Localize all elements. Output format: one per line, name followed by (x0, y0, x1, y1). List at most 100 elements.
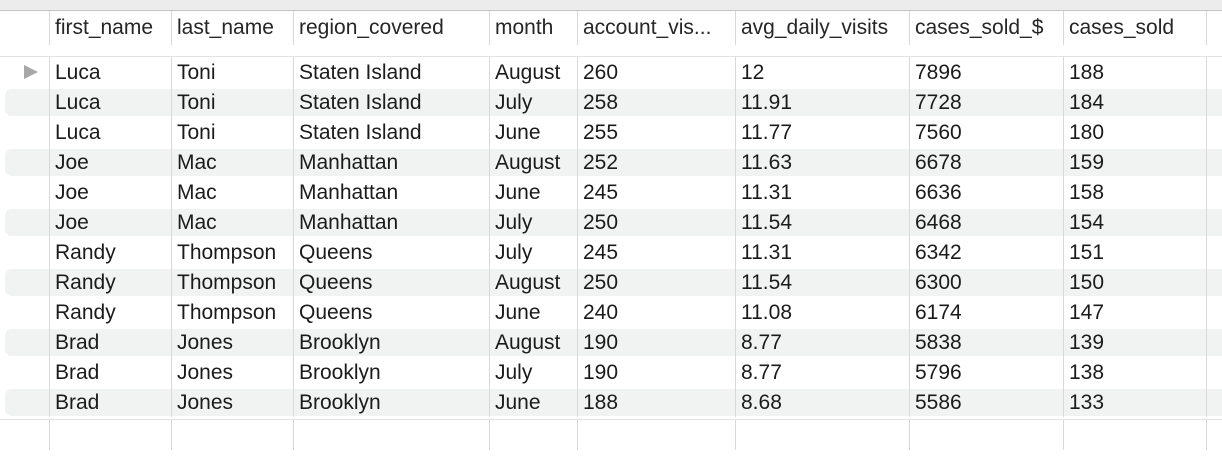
cell-cases-sold-dollars[interactable]: 6300 (909, 267, 1063, 297)
cell-region-covered[interactable]: Brooklyn (293, 357, 489, 387)
cell-month[interactable]: June (489, 117, 577, 147)
cell-cases-sold[interactable]: 184 (1063, 87, 1206, 117)
column-header-avg-daily-visits[interactable]: avg_daily_visits (735, 11, 909, 45)
cell-month[interactable]: July (489, 237, 577, 267)
cell-account-visits[interactable]: 240 (577, 297, 735, 327)
cell-first-name[interactable]: Randy (49, 297, 171, 327)
cell-cases-sold-dollars[interactable]: 7896 (909, 57, 1063, 87)
cell-month[interactable]: July (489, 207, 577, 237)
column-header-cases-sold-dollars[interactable]: cases_sold_$ (909, 11, 1063, 45)
column-header-account-visits[interactable]: account_vis... (577, 11, 735, 45)
cell-first-name[interactable]: Luca (49, 117, 171, 147)
table-row[interactable]: Randy Thompson Queens June 240 11.08 6174 147 (0, 297, 1222, 327)
cell-last-name[interactable]: Thompson (171, 237, 293, 267)
cell-cases-sold[interactable]: 133 (1063, 387, 1206, 417)
cell-cases-sold-dollars[interactable]: 6636 (909, 177, 1063, 207)
cell-region-covered[interactable]: Manhattan (293, 147, 489, 177)
cell-avg-daily-visits[interactable]: 11.91 (735, 87, 909, 117)
cell-first-name[interactable]: Randy (49, 237, 171, 267)
cell-last-name[interactable]: Thompson (171, 297, 293, 327)
cell-last-name[interactable]: Jones (171, 387, 293, 417)
cell-cases-sold-dollars[interactable]: 5796 (909, 357, 1063, 387)
cell-last-name[interactable]: Mac (171, 177, 293, 207)
cell-cases-sold-dollars[interactable]: 6678 (909, 147, 1063, 177)
cell-region-covered[interactable]: Staten Island (293, 57, 489, 87)
cell-cases-sold[interactable]: 180 (1063, 117, 1206, 147)
cell-cases-sold[interactable]: 150 (1063, 267, 1206, 297)
cell-first-name[interactable]: Brad (49, 327, 171, 357)
cell-first-name[interactable]: Brad (49, 357, 171, 387)
cell-cases-sold[interactable]: 151 (1063, 237, 1206, 267)
cell-region-covered[interactable]: Staten Island (293, 87, 489, 117)
column-header-region-covered[interactable]: region_covered (293, 11, 489, 45)
cell-first-name[interactable]: Luca (49, 57, 171, 87)
cell-month[interactable]: July (489, 357, 577, 387)
cell-account-visits[interactable]: 258 (577, 87, 735, 117)
cell-avg-daily-visits[interactable]: 11.77 (735, 117, 909, 147)
cell-last-name[interactable]: Toni (171, 117, 293, 147)
cell-cases-sold-dollars[interactable]: 5838 (909, 327, 1063, 357)
cell-first-name[interactable]: Joe (49, 177, 171, 207)
cell-region-covered[interactable]: Queens (293, 267, 489, 297)
table-row[interactable]: Joe Mac Manhattan June 245 11.31 6636 158 (0, 177, 1222, 207)
cell-first-name[interactable]: Randy (49, 267, 171, 297)
cell-avg-daily-visits[interactable]: 8.77 (735, 327, 909, 357)
table-row[interactable]: Randy Thompson Queens August 250 11.54 6300 150 (0, 267, 1222, 297)
table-row[interactable]: Joe Mac Manhattan July 250 11.54 6468 154 (0, 207, 1222, 237)
cell-cases-sold-dollars[interactable]: 7728 (909, 87, 1063, 117)
cell-cases-sold[interactable]: 188 (1063, 57, 1206, 87)
cell-cases-sold[interactable]: 158 (1063, 177, 1206, 207)
cell-first-name[interactable]: Luca (49, 87, 171, 117)
cell-account-visits[interactable]: 188 (577, 387, 735, 417)
cell-last-name[interactable]: Thompson (171, 267, 293, 297)
cell-month[interactable]: August (489, 147, 577, 177)
column-header-cases-sold[interactable]: cases_sold (1063, 11, 1206, 45)
cell-account-visits[interactable]: 260 (577, 57, 735, 87)
cell-avg-daily-visits[interactable]: 8.68 (735, 387, 909, 417)
empty-new-row[interactable] (0, 419, 1222, 450)
cell-last-name[interactable]: Jones (171, 357, 293, 387)
cell-last-name[interactable]: Toni (171, 87, 293, 117)
cell-region-covered[interactable]: Manhattan (293, 207, 489, 237)
column-header-first-name[interactable]: first_name (49, 11, 171, 45)
cell-region-covered[interactable]: Brooklyn (293, 387, 489, 417)
cell-region-covered[interactable]: Queens (293, 297, 489, 327)
column-header-last-name[interactable]: last_name (171, 11, 293, 45)
cell-region-covered[interactable]: Staten Island (293, 117, 489, 147)
cell-first-name[interactable]: Joe (49, 147, 171, 177)
cell-account-visits[interactable]: 245 (577, 177, 735, 207)
cell-account-visits[interactable]: 250 (577, 207, 735, 237)
cell-account-visits[interactable]: 255 (577, 117, 735, 147)
cell-cases-sold[interactable]: 138 (1063, 357, 1206, 387)
cell-month[interactable]: August (489, 267, 577, 297)
cell-account-visits[interactable]: 252 (577, 147, 735, 177)
table-row[interactable]: Luca Toni Staten Island August 260 12 7896 188 (0, 57, 1222, 87)
cell-month[interactable]: August (489, 57, 577, 87)
cell-avg-daily-visits[interactable]: 11.08 (735, 297, 909, 327)
cell-month[interactable]: June (489, 177, 577, 207)
cell-first-name[interactable]: Brad (49, 387, 171, 417)
table-row[interactable]: Joe Mac Manhattan August 252 11.63 6678 159 (0, 147, 1222, 177)
cell-cases-sold-dollars[interactable]: 6174 (909, 297, 1063, 327)
cell-first-name[interactable]: Joe (49, 207, 171, 237)
cell-cases-sold-dollars[interactable]: 6342 (909, 237, 1063, 267)
cell-cases-sold[interactable]: 154 (1063, 207, 1206, 237)
cell-last-name[interactable]: Toni (171, 57, 293, 87)
cell-avg-daily-visits[interactable]: 11.54 (735, 207, 909, 237)
table-row[interactable]: Luca Toni Staten Island June 255 11.77 7560 180 (0, 117, 1222, 147)
cell-last-name[interactable]: Mac (171, 207, 293, 237)
cell-account-visits[interactable]: 250 (577, 267, 735, 297)
cell-account-visits[interactable]: 190 (577, 327, 735, 357)
cell-avg-daily-visits[interactable]: 11.63 (735, 147, 909, 177)
cell-cases-sold[interactable]: 159 (1063, 147, 1206, 177)
cell-region-covered[interactable]: Queens (293, 237, 489, 267)
cell-avg-daily-visits[interactable]: 11.54 (735, 267, 909, 297)
cell-avg-daily-visits[interactable]: 11.31 (735, 237, 909, 267)
cell-cases-sold-dollars[interactable]: 5586 (909, 387, 1063, 417)
cell-avg-daily-visits[interactable]: 12 (735, 57, 909, 87)
cell-region-covered[interactable]: Brooklyn (293, 327, 489, 357)
column-header-month[interactable]: month (489, 11, 577, 45)
table-row[interactable]: Brad Jones Brooklyn June 188 8.68 5586 133 (0, 387, 1222, 417)
cell-account-visits[interactable]: 190 (577, 357, 735, 387)
table-row[interactable]: Randy Thompson Queens July 245 11.31 6342 151 (0, 237, 1222, 267)
